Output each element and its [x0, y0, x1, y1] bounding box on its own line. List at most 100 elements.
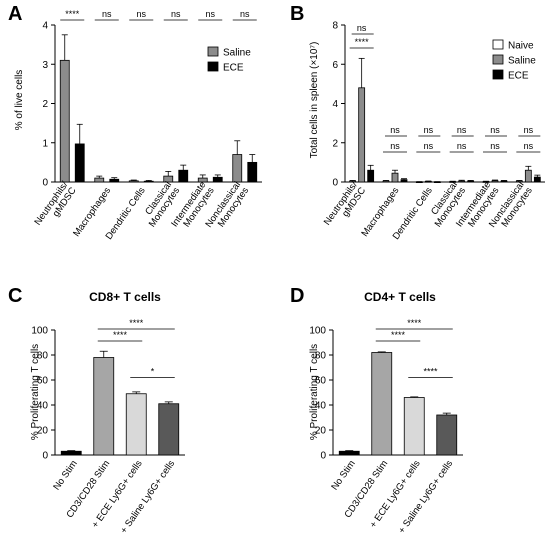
- comparison-label: ****: [391, 330, 406, 340]
- bar-ece: [109, 178, 120, 183]
- bar-saline: [458, 180, 466, 183]
- y-tick-label: 4: [332, 99, 338, 110]
- panel-title: CD8+ T cells: [89, 290, 161, 304]
- bar-naive: [382, 180, 390, 183]
- y-tick-label: 100: [309, 326, 326, 337]
- comparison-label: ****: [129, 318, 144, 328]
- legend-label: Naive: [508, 41, 534, 52]
- x-tick-label-line: No Stim: [329, 458, 357, 492]
- bar-saline: [358, 87, 366, 183]
- comparison-label: ****: [113, 330, 128, 340]
- bar-saline: [59, 59, 70, 183]
- y-tick-label: 60: [37, 376, 49, 387]
- significance-label: ns: [357, 23, 367, 33]
- panel-label: A: [8, 3, 22, 25]
- bar: [158, 403, 180, 456]
- significance-label: ns: [524, 141, 534, 151]
- y-tick-label: 60: [315, 376, 327, 387]
- significance-label: ns: [457, 125, 467, 135]
- bar: [338, 450, 360, 456]
- significance-label: ns: [490, 125, 500, 135]
- bar-ece: [247, 161, 258, 183]
- bar: [436, 414, 458, 456]
- bar-ece: [178, 169, 189, 183]
- axes: [341, 24, 545, 183]
- bar-saline: [94, 177, 105, 183]
- y-axis-label: % Proliferating T cells: [30, 344, 41, 440]
- bar-saline: [232, 154, 243, 183]
- significance-label: ns: [490, 141, 500, 151]
- comparison-label: ****: [407, 318, 422, 328]
- significance-label: ns: [136, 9, 146, 19]
- bar: [403, 397, 425, 456]
- x-tick-label-line: No Stim: [51, 458, 79, 492]
- panel-label: D: [290, 285, 304, 307]
- panel-title: CD4+ T cells: [364, 290, 436, 304]
- y-axis-label: Total cells in spleen (×10⁷): [309, 42, 320, 159]
- significance-label: ns: [424, 125, 434, 135]
- panel-a: A % of live cells 0 1 2 3 4 **** ns ns ns ns ns Salin…: [8, 3, 262, 242]
- y-axis-label: % of live cells: [14, 70, 25, 131]
- y-tick-label: 80: [37, 351, 49, 362]
- y-tick-label: 0: [320, 451, 326, 462]
- y-tick-label: 2: [332, 138, 338, 149]
- axes: [51, 24, 262, 183]
- bar-ece: [367, 169, 375, 183]
- y-tick-label: 20: [315, 426, 327, 437]
- significance-label: ns: [457, 141, 467, 151]
- y-axis-label: % Proliferating T cells: [309, 344, 320, 440]
- significance-label: ns: [205, 9, 215, 19]
- y-tick-label: 0: [42, 451, 48, 462]
- legend-label: ECE: [508, 71, 529, 82]
- bar-saline: [524, 169, 532, 183]
- y-tick-label: 8: [332, 21, 338, 32]
- significance-label: ns: [390, 141, 400, 151]
- comparison-label: *: [151, 367, 155, 377]
- panel-b: B Total cells in spleen (×10⁷) 0 2 4 6 8 ns ****…: [290, 3, 545, 242]
- legend-swatch: [492, 69, 504, 80]
- x-tick-label: No Stim: [51, 458, 79, 492]
- bar: [93, 357, 115, 456]
- bar-ece: [533, 176, 541, 183]
- bar-ece: [212, 176, 223, 183]
- y-tick-label: 3: [42, 60, 48, 71]
- legend-swatch: [492, 54, 504, 65]
- y-tick-label: 0: [42, 178, 48, 189]
- legend-label: Saline: [223, 48, 251, 59]
- significance-label: ns: [240, 9, 250, 19]
- panel-label: B: [290, 3, 304, 25]
- y-tick-label: 6: [332, 60, 338, 71]
- bar-ece: [467, 180, 475, 183]
- comparison-label: ****: [423, 367, 438, 377]
- y-tick-label: 1: [42, 138, 48, 149]
- x-tick-label: Neutrophils/gMDSC: [32, 179, 78, 233]
- significance-label: ns: [390, 125, 400, 135]
- y-tick-label: 2: [42, 99, 48, 110]
- y-tick-label: 100: [31, 326, 48, 337]
- significance-label: ****: [355, 37, 370, 47]
- panel-label: C: [8, 285, 22, 307]
- bar-saline: [491, 180, 499, 183]
- bar: [125, 393, 147, 456]
- legend-label: Saline: [508, 56, 536, 67]
- bar-saline: [391, 172, 399, 183]
- bar: [60, 450, 82, 456]
- significance-label: ns: [524, 125, 534, 135]
- legend-swatch: [207, 46, 219, 57]
- bar: [371, 352, 393, 456]
- bar-ece: [500, 180, 508, 183]
- legend-label: ECE: [223, 63, 244, 74]
- significance-label: ****: [65, 9, 80, 19]
- y-tick-label: 40: [37, 401, 49, 412]
- bar-ece: [74, 143, 85, 183]
- x-tick-label: No Stim: [329, 458, 357, 492]
- significance-label: ns: [171, 9, 181, 19]
- y-tick-label: 80: [315, 351, 327, 362]
- y-tick-label: 20: [37, 426, 49, 437]
- y-tick-label: 4: [42, 21, 48, 32]
- y-tick-label: 40: [315, 401, 327, 412]
- bar-saline: [424, 181, 432, 183]
